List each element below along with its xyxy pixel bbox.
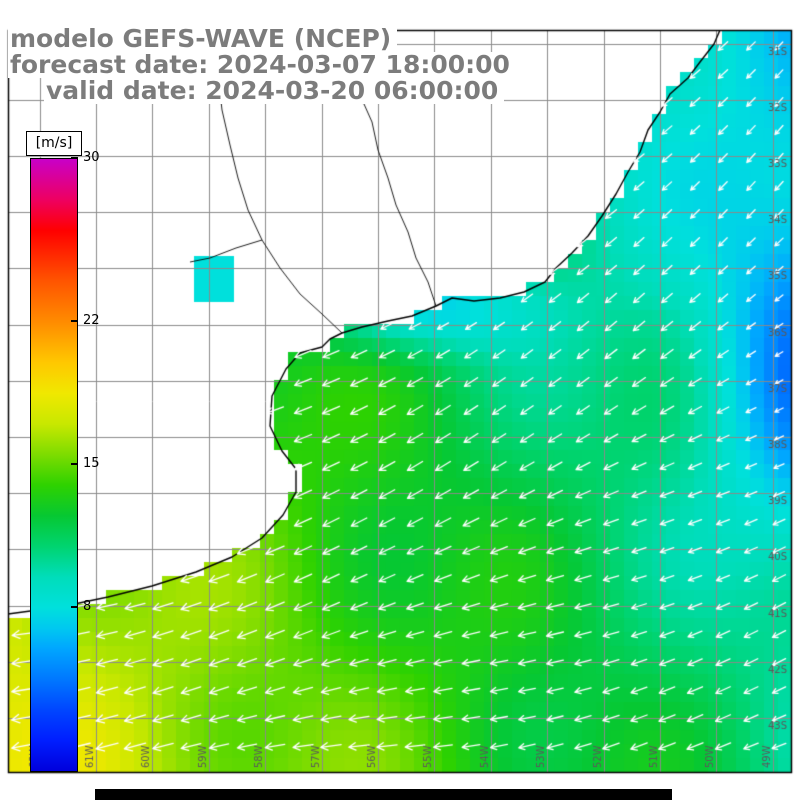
colorbar-tick-label: 15 <box>83 456 100 471</box>
colorbar-tick-mark <box>71 157 78 159</box>
colorbar-tick-mark <box>71 320 78 323</box>
colorbar-tick-label: 30 <box>83 150 100 165</box>
colorbar-tick-label: 8 <box>83 598 92 614</box>
colorbar <box>30 158 78 772</box>
forecast-date: forecast date: 2024-03-07 18:00:00 <box>8 52 516 78</box>
colorbar-gradient <box>31 159 77 771</box>
colorbar-tick-mark <box>71 463 78 465</box>
colorbar-tick-label: 22 <box>83 313 100 329</box>
bottom-bar <box>95 789 672 800</box>
valid-date: valid date: 2024-03-20 06:00:00 <box>44 78 505 104</box>
colorbar-tick-mark <box>71 605 78 608</box>
model-title: modelo GEFS-WAVE (NCEP) <box>8 26 398 52</box>
colorbar-unit-label: [m/s] <box>26 131 82 156</box>
